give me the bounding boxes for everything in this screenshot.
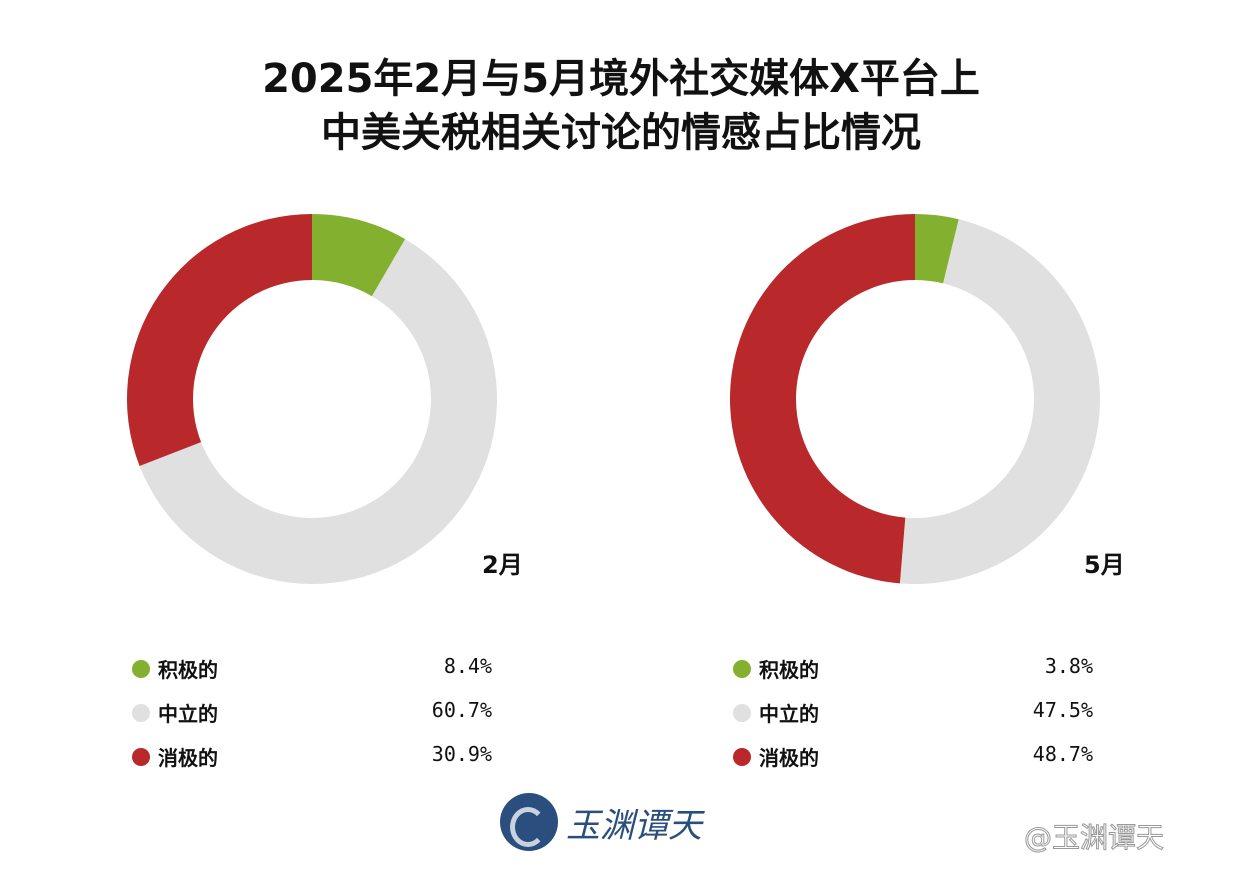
donut-slice-feb-0	[312, 214, 406, 297]
data-label: 3.8%	[1044, 654, 1093, 678]
data-label: 8.4%	[443, 654, 492, 678]
legend-item-positive: 积极的 3.8%	[733, 650, 1093, 694]
donut-slice-may-2	[730, 214, 915, 584]
donut-slice-feb-2	[126, 214, 312, 467]
gray-dot-icon	[132, 704, 150, 722]
legend-item-positive: 积极的 8.4%	[132, 650, 492, 694]
legend-label: 消极的	[158, 746, 218, 770]
legend-item-negative: 消极的 48.7%	[733, 738, 1093, 782]
data-label: 47.5%	[1032, 698, 1093, 722]
data-label: 60.7%	[431, 698, 492, 722]
chart-title-line-1: 2025年2月与5月境外社交媒体X平台上	[262, 56, 980, 102]
legend-item-neutral: 中立的 47.5%	[733, 694, 1093, 738]
legend-item-negative: 消极的 30.9%	[132, 738, 492, 782]
brand-logo: 玉渊谭天	[500, 793, 702, 851]
donut-slice-may-0	[915, 214, 959, 284]
green-dot-icon	[733, 660, 751, 678]
legend-label: 中立的	[759, 702, 819, 726]
chart-label-may: 5月	[1084, 551, 1125, 579]
data-label: 48.7%	[1032, 742, 1093, 766]
legend-feb: 积极的 8.4% 中立的 60.7% 消极的 30.9%	[132, 650, 492, 782]
legend-label: 中立的	[158, 702, 218, 726]
donut-slice-may-1	[899, 219, 1100, 585]
data-label: 30.9%	[431, 742, 492, 766]
legend-label: 消极的	[759, 746, 819, 770]
legend-item-neutral: 中立的 60.7%	[132, 694, 492, 738]
legend-may: 积极的 3.8% 中立的 47.5% 消极的 48.7%	[733, 650, 1093, 782]
watermark: @玉渊谭天	[1023, 821, 1165, 855]
donut-slice-feb-1	[139, 239, 498, 584]
chart-title-line-2: 中美关税相关讨论的情感占比情况	[321, 110, 921, 156]
legend-label: 积极的	[158, 658, 218, 682]
chart-label-feb: 2月	[482, 551, 523, 579]
gray-dot-icon	[733, 704, 751, 722]
red-dot-icon	[132, 748, 150, 766]
red-dot-icon	[733, 748, 751, 766]
legend-label: 积极的	[759, 658, 819, 682]
logo-emblem-icon	[500, 793, 558, 851]
green-dot-icon	[132, 660, 150, 678]
logo-text: 玉渊谭天	[566, 805, 702, 846]
